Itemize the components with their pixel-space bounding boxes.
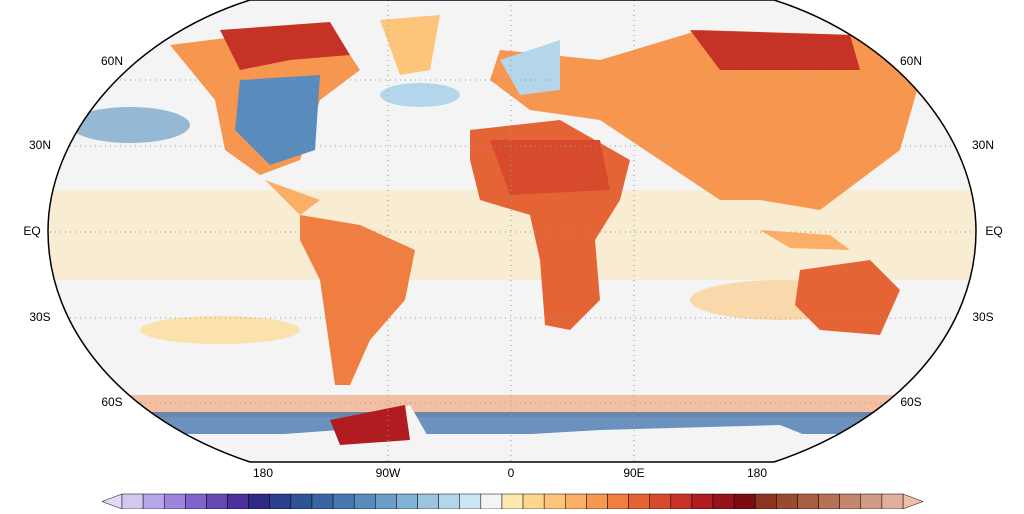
lat-label-left: 30S <box>29 310 50 324</box>
colorbar-swatch <box>353 493 376 510</box>
lon-label: 90W <box>376 466 401 480</box>
colorbar-swatch <box>396 493 418 510</box>
colorbar-swatch <box>142 493 165 510</box>
colorbar-swatch <box>269 493 292 510</box>
lon-label: 90E <box>623 466 644 480</box>
colorbar-swatch <box>459 493 482 510</box>
colorbar-swatch <box>480 493 503 510</box>
colorbar-swatch <box>670 493 693 510</box>
colorbar-swatch <box>797 493 819 510</box>
colorbar-swatch <box>607 493 629 510</box>
colorbar-swatch <box>586 493 608 510</box>
colorbar-swatch <box>417 493 439 510</box>
lat-label-right: 60N <box>900 54 922 68</box>
lat-label-right: 60S <box>900 395 921 409</box>
colorbar-swatch <box>185 493 207 510</box>
lat-label-left: 60S <box>101 395 122 409</box>
colorbar-swatch <box>311 493 334 510</box>
colorbar-high-arrow <box>902 493 924 510</box>
map-body <box>48 0 976 462</box>
map-outline <box>47 0 977 463</box>
colorbar-swatch <box>375 493 397 510</box>
colorbar-swatch <box>881 493 904 510</box>
lon-label: 180 <box>747 466 767 480</box>
colorbar-swatch <box>438 493 460 510</box>
lon-label: 180 <box>253 466 273 480</box>
colorbar-swatch <box>649 493 672 510</box>
colorbar-swatch <box>818 493 840 510</box>
lat-label-left: EQ <box>23 224 40 238</box>
colorbar-swatch <box>227 493 249 510</box>
lat-label-right: 30N <box>972 138 994 152</box>
lon-label: 0 <box>508 466 515 480</box>
colorbar-swatch <box>522 493 545 510</box>
colorbar-swatch <box>860 493 883 510</box>
colorbar-swatch <box>206 493 228 510</box>
lat-label-right: EQ <box>985 224 1002 238</box>
colorbar-swatch <box>501 493 524 510</box>
colorbar-low-arrow <box>101 493 123 510</box>
colorbar-swatch <box>691 493 714 510</box>
lat-label-right: 30S <box>972 310 993 324</box>
lat-label-left: 60N <box>101 54 123 68</box>
lat-label-left: 30N <box>29 138 51 152</box>
colorbar-swatch <box>776 493 798 510</box>
colorbar-swatch <box>290 493 313 510</box>
colorbar-swatch <box>839 493 862 510</box>
colorbar-swatch <box>733 493 756 510</box>
colorbar-swatch <box>565 493 587 510</box>
colorbar-swatch <box>628 493 650 510</box>
colorbar-swatch <box>163 493 186 510</box>
colorbar-swatch <box>332 493 355 510</box>
colorbar-swatch <box>754 493 777 510</box>
colorbar-swatch <box>121 493 144 510</box>
colorbar-swatch <box>543 493 566 510</box>
colorbar-swatch <box>712 493 735 510</box>
colorbar-swatch <box>248 493 271 510</box>
